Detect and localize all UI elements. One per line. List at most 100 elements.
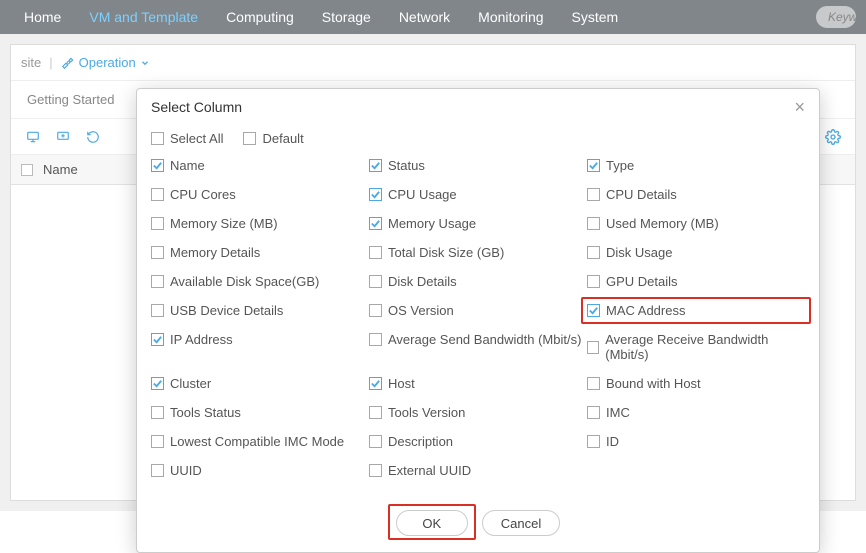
column-option-label: Cluster [170, 376, 211, 391]
gear-icon[interactable] [825, 129, 841, 145]
monitor-add-icon[interactable] [55, 130, 71, 144]
column-option-label: External UUID [388, 463, 471, 478]
column-option-avail_disk[interactable]: Available Disk Space(GB) [151, 274, 365, 289]
search-input[interactable]: Keyword [816, 6, 856, 28]
column-option-status[interactable]: Status [369, 158, 583, 173]
column-option-label: Disk Details [388, 274, 457, 289]
column-option-label: Memory Details [170, 245, 260, 260]
column-name[interactable]: Name [43, 162, 78, 177]
column-option-label: Available Disk Space(GB) [170, 274, 319, 289]
column-option-label: Disk Usage [606, 245, 672, 260]
column-option-os_version[interactable]: OS Version [369, 303, 583, 318]
column-option-gpu_details[interactable]: GPU Details [587, 274, 801, 289]
column-option-label: IP Address [170, 332, 233, 347]
nav-system[interactable]: System [558, 0, 633, 34]
column-option-host[interactable]: Host [369, 376, 583, 391]
refresh-icon[interactable] [85, 130, 101, 144]
monitor-icon[interactable] [25, 130, 41, 144]
column-option-cpu_usage[interactable]: CPU Usage [369, 187, 583, 202]
column-option-label: Memory Size (MB) [170, 216, 278, 231]
columns-grid: Name Status Type CPU Cores CPU Usage CPU Deta… [151, 156, 805, 492]
nav-home[interactable]: Home [10, 0, 75, 34]
default-label: Default [262, 131, 303, 146]
chevron-down-icon [140, 58, 150, 68]
site-label: site [21, 55, 41, 70]
column-option-type[interactable]: Type [587, 158, 801, 173]
select-all-checkbox[interactable] [21, 164, 33, 176]
column-option-label: Host [388, 376, 415, 391]
column-option-label: UUID [170, 463, 202, 478]
cancel-button[interactable]: Cancel [482, 510, 560, 536]
column-option-label: Used Memory (MB) [606, 216, 719, 231]
operation-label: Operation [79, 55, 136, 70]
default-option[interactable]: Default [243, 131, 303, 146]
close-icon[interactable]: × [794, 98, 805, 116]
column-option-label: CPU Usage [388, 187, 457, 202]
column-option-label: Name [170, 158, 205, 173]
column-option-label: Status [388, 158, 425, 173]
nav-storage[interactable]: Storage [308, 0, 385, 34]
column-option-label: Lowest Compatible IMC Mode [170, 434, 344, 449]
column-option-uuid[interactable]: UUID [151, 463, 365, 478]
dialog-header: Select Column × [137, 89, 819, 125]
column-option-cpu_details[interactable]: CPU Details [587, 187, 801, 202]
column-option-label: Type [606, 158, 634, 173]
column-option-used_memory[interactable]: Used Memory (MB) [587, 216, 801, 231]
column-option-usb_details[interactable]: USB Device Details [151, 303, 365, 318]
dialog-footer: OK Cancel [137, 500, 819, 552]
nav-vm-and-template[interactable]: VM and Template [75, 0, 212, 34]
column-option-avg_recv_bw[interactable]: Average Receive Bandwidth (Mbit/s) [587, 332, 801, 362]
select-all-label: Select All [170, 131, 223, 146]
dialog-body: Select All Default Name Status Type CPU Cor… [137, 125, 819, 500]
column-option-description[interactable]: Description [369, 434, 583, 449]
column-option-mac_address[interactable]: MAC Address [587, 303, 801, 318]
column-option-label: Description [388, 434, 453, 449]
column-option-label: MAC Address [606, 303, 685, 318]
column-option-ip_address[interactable]: IP Address [151, 332, 365, 347]
column-option-label: ID [606, 434, 619, 449]
select-column-dialog: Select Column × Select All Default NameS… [136, 88, 820, 553]
column-option-imc[interactable]: IMC [587, 405, 801, 420]
select-all-option[interactable]: Select All [151, 131, 223, 146]
nav-items: HomeVM and TemplateComputingStorageNetwo… [10, 0, 632, 34]
column-option-label: GPU Details [606, 274, 678, 289]
column-option-label: CPU Cores [170, 187, 236, 202]
column-option-disk_usage[interactable]: Disk Usage [587, 245, 801, 260]
column-option-external_uuid[interactable]: External UUID [369, 463, 583, 478]
panel-toolbar: site | Operation [11, 45, 855, 81]
dialog-top-options: Select All Default [151, 125, 805, 156]
column-option-total_disk[interactable]: Total Disk Size (GB) [369, 245, 583, 260]
column-option-cpu_cores[interactable]: CPU Cores [151, 187, 365, 202]
column-option-id[interactable]: ID [587, 434, 801, 449]
column-option-label: OS Version [388, 303, 454, 318]
column-option-label: Memory Usage [388, 216, 476, 231]
column-option-tools_version[interactable]: Tools Version [369, 405, 583, 420]
column-option-label: Bound with Host [606, 376, 701, 391]
column-option-label: Total Disk Size (GB) [388, 245, 504, 260]
ok-button[interactable]: OK [396, 510, 468, 536]
column-option-label: CPU Details [606, 187, 677, 202]
column-option-memory_size[interactable]: Memory Size (MB) [151, 216, 365, 231]
column-option-label: IMC [606, 405, 630, 420]
column-option-bound_host[interactable]: Bound with Host [587, 376, 801, 391]
column-option-label: USB Device Details [170, 303, 283, 318]
tab-getting-started[interactable]: Getting Started [27, 92, 114, 107]
nav-computing[interactable]: Computing [212, 0, 308, 34]
column-option-memory_details[interactable]: Memory Details [151, 245, 365, 260]
operation-menu[interactable]: Operation [61, 55, 150, 70]
column-option-tools_status[interactable]: Tools Status [151, 405, 365, 420]
column-option-label: Tools Version [388, 405, 465, 420]
column-option-lowest_imc[interactable]: Lowest Compatible IMC Mode [151, 434, 365, 449]
column-option-avg_send_bw[interactable]: Average Send Bandwidth (Mbit/s) [369, 332, 583, 347]
column-option-disk_details[interactable]: Disk Details [369, 274, 583, 289]
column-option-name[interactable]: Name [151, 158, 365, 173]
column-option-memory_usage[interactable]: Memory Usage [369, 216, 583, 231]
column-option-label: Average Send Bandwidth (Mbit/s) [388, 332, 581, 347]
column-option-label: Average Receive Bandwidth (Mbit/s) [605, 332, 801, 362]
dialog-title: Select Column [151, 99, 242, 115]
nav-monitoring[interactable]: Monitoring [464, 0, 557, 34]
column-option-cluster[interactable]: Cluster [151, 376, 365, 391]
top-nav: HomeVM and TemplateComputingStorageNetwo… [0, 0, 866, 34]
divider: | [49, 55, 52, 70]
nav-network[interactable]: Network [385, 0, 464, 34]
